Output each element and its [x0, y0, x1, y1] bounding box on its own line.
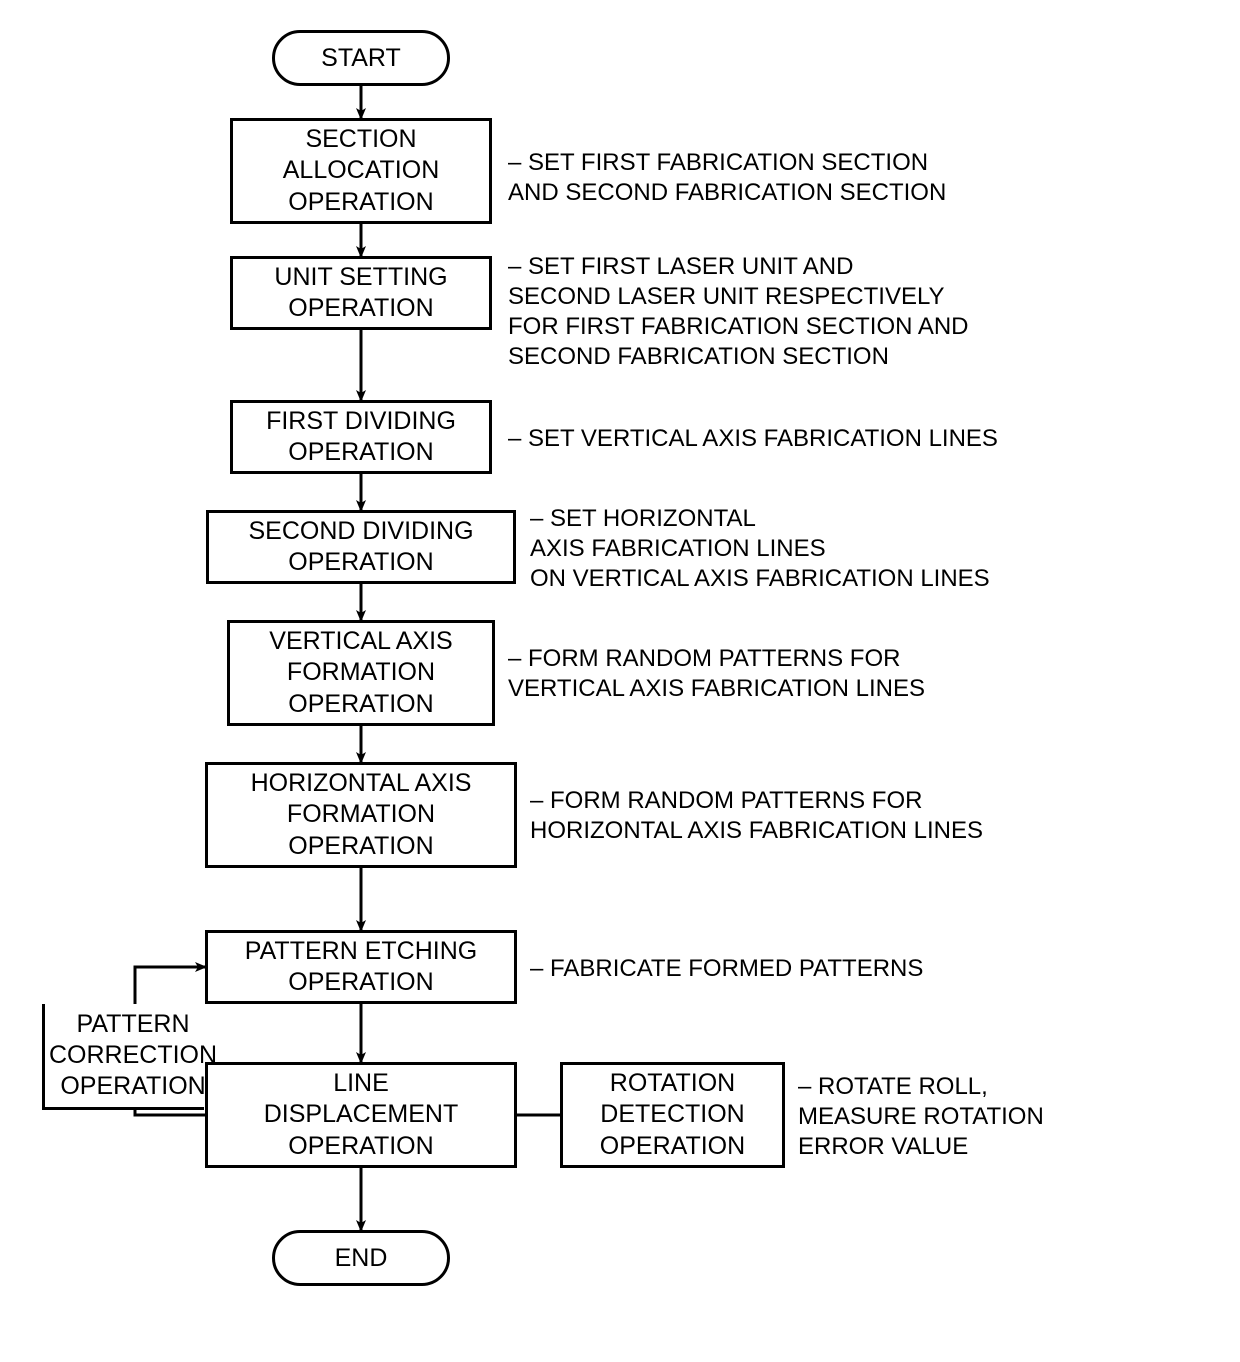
node-label: SECOND DIVIDINGOPERATION [248, 516, 473, 579]
annot-text: – SET HORIZONTAL AXIS FABRICATION LINES … [530, 505, 990, 592]
annot-text: – ROTATE ROLL, MEASURE ROTATION ERROR VA… [798, 1073, 1044, 1160]
node-line-displacement: LINEDISPLACEMENTOPERATION [205, 1062, 517, 1168]
edge [135, 1110, 205, 1115]
annot-5: – FORM RANDOM PATTERNS FOR VERTICAL AXIS… [508, 644, 925, 704]
edge [135, 967, 205, 1004]
end-terminator: END [272, 1230, 450, 1286]
node-horizontal-axis-formation: HORIZONTAL AXISFORMATIONOPERATION [205, 762, 517, 868]
annot-text: – SET FIRST LASER UNIT AND SECOND LASER … [508, 253, 969, 370]
annot-4: – SET HORIZONTAL AXIS FABRICATION LINES … [530, 504, 990, 594]
node-label: HORIZONTAL AXISFORMATIONOPERATION [251, 768, 472, 862]
node-section-allocation: SECTIONALLOCATIONOPERATION [230, 118, 492, 224]
node-label: SECTIONALLOCATIONOPERATION [283, 124, 440, 218]
node-label: PATTERN ETCHINGOPERATION [245, 936, 477, 999]
node-pattern-correction: PATTERNCORRECTIONOPERATION [42, 1004, 204, 1110]
annot-text: – SET FIRST FABRICATION SECTION AND SECO… [508, 149, 946, 206]
annot-3: – SET VERTICAL AXIS FABRICATION LINES [508, 424, 998, 454]
node-label: PATTERNCORRECTIONOPERATION [49, 1009, 217, 1103]
node-label: FIRST DIVIDINGOPERATION [266, 406, 456, 469]
node-label: UNIT SETTINGOPERATION [274, 262, 447, 325]
annot-text: – FORM RANDOM PATTERNS FOR HORIZONTAL AX… [530, 787, 983, 844]
annot-7: – FABRICATE FORMED PATTERNS [530, 954, 923, 984]
end-label: END [335, 1244, 388, 1273]
annot-text: – FABRICATE FORMED PATTERNS [530, 955, 923, 982]
annot-1: – SET FIRST FABRICATION SECTION AND SECO… [508, 148, 946, 208]
node-rotation-detection: ROTATIONDETECTIONOPERATION [560, 1062, 785, 1168]
node-unit-setting: UNIT SETTINGOPERATION [230, 256, 492, 330]
node-label: LINEDISPLACEMENTOPERATION [264, 1068, 458, 1162]
node-first-dividing: FIRST DIVIDINGOPERATION [230, 400, 492, 474]
node-label: VERTICAL AXISFORMATIONOPERATION [269, 626, 452, 720]
annot-2: – SET FIRST LASER UNIT AND SECOND LASER … [508, 252, 969, 372]
annot-text: – SET VERTICAL AXIS FABRICATION LINES [508, 425, 998, 452]
node-pattern-etching: PATTERN ETCHINGOPERATION [205, 930, 517, 1004]
annot-text: – FORM RANDOM PATTERNS FOR VERTICAL AXIS… [508, 645, 925, 702]
start-terminator: START [272, 30, 450, 86]
annot-8: – ROTATE ROLL, MEASURE ROTATION ERROR VA… [798, 1072, 1044, 1162]
node-label: ROTATIONDETECTIONOPERATION [600, 1068, 745, 1162]
annot-6: – FORM RANDOM PATTERNS FOR HORIZONTAL AX… [530, 786, 983, 846]
node-vertical-axis-formation: VERTICAL AXISFORMATIONOPERATION [227, 620, 495, 726]
start-label: START [321, 44, 401, 73]
node-second-dividing: SECOND DIVIDINGOPERATION [206, 510, 516, 584]
